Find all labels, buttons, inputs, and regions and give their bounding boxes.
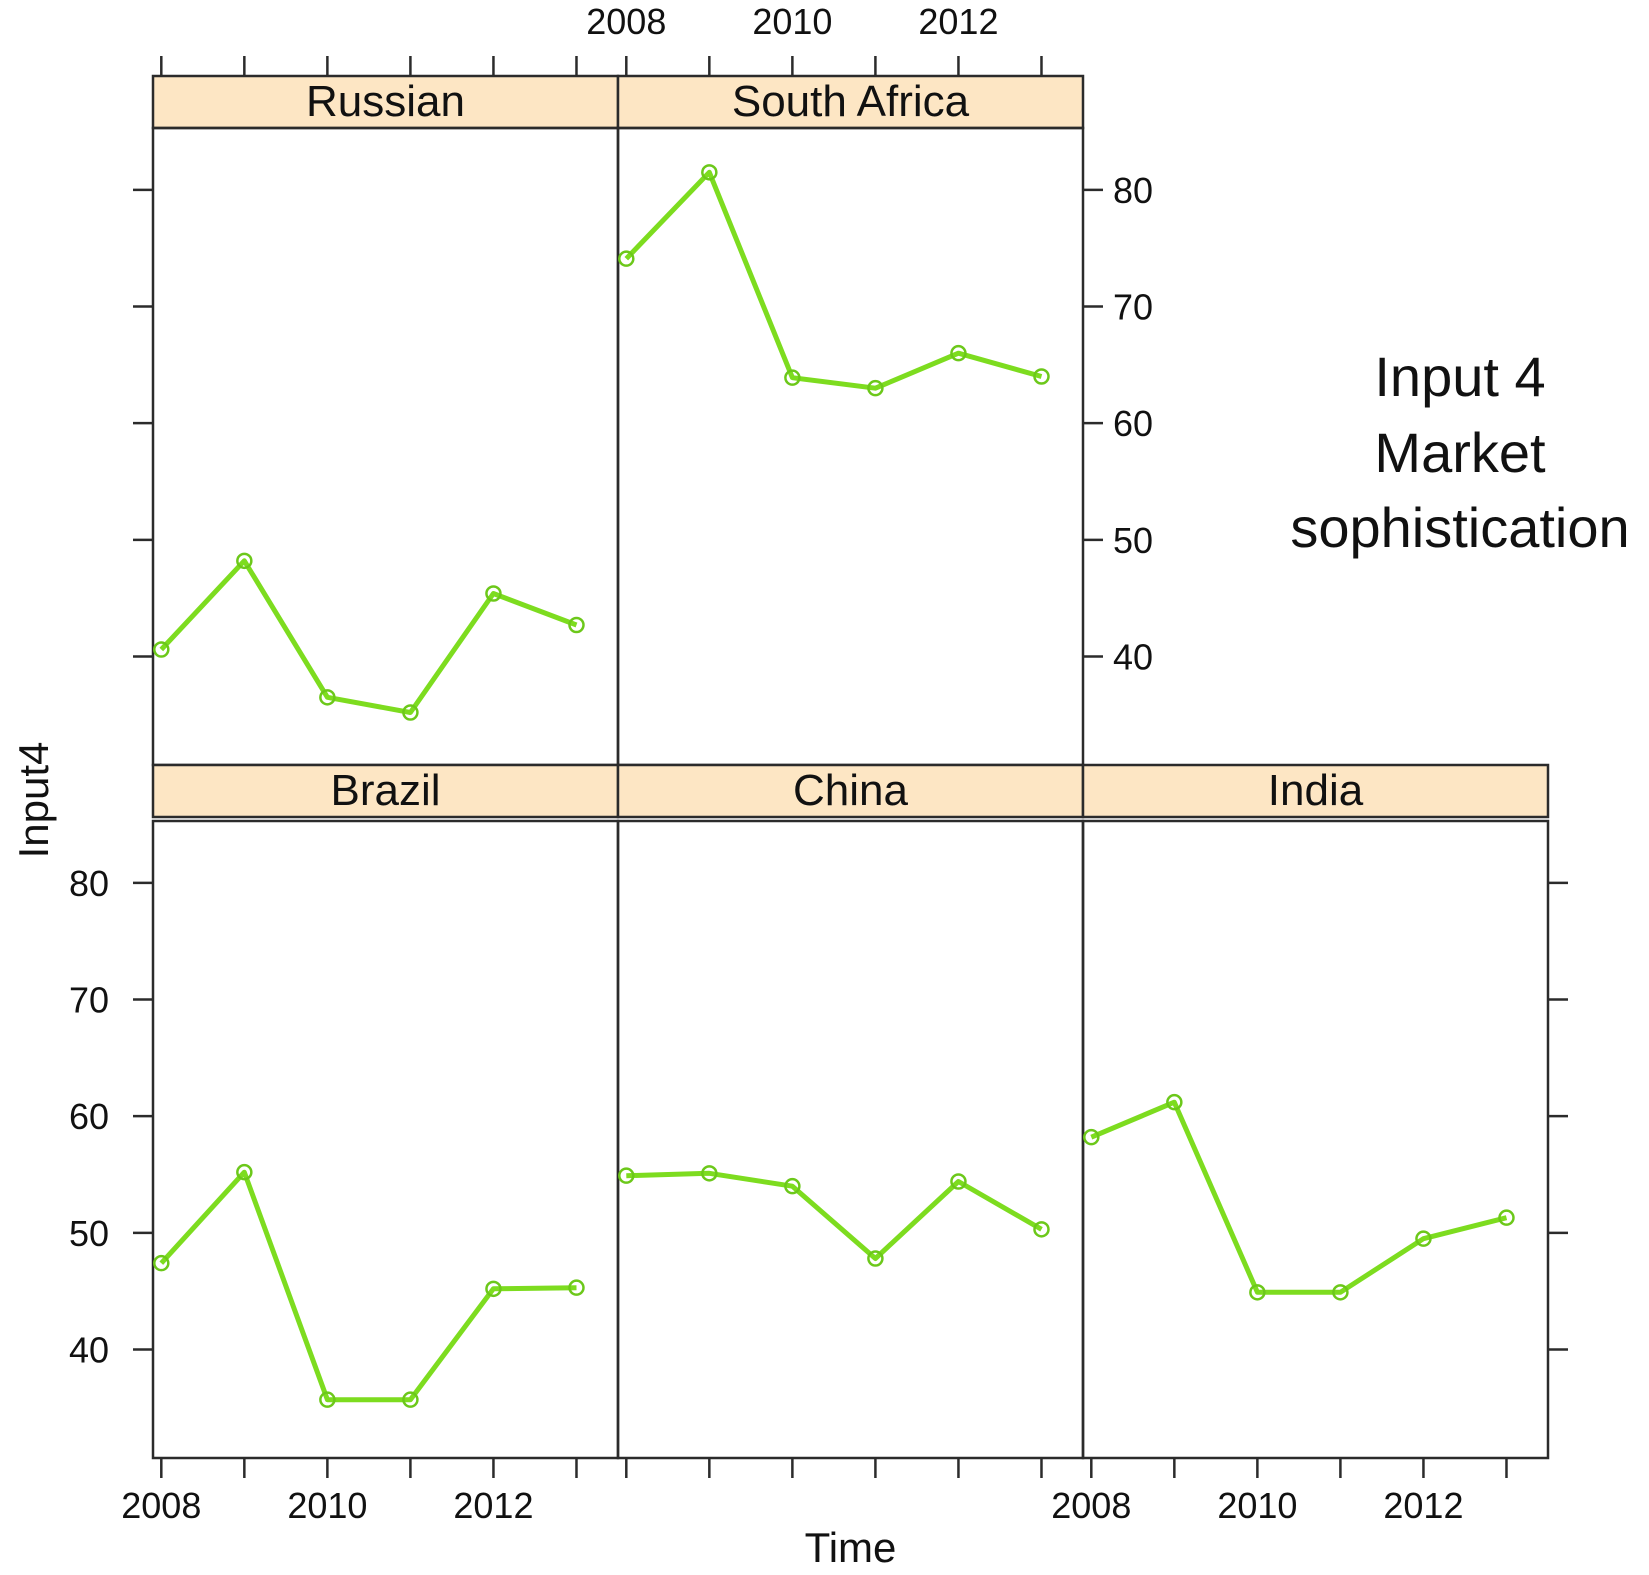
- y-tick-label-right: 40: [1113, 637, 1153, 678]
- panel-title-brazil: Brazil: [330, 766, 440, 815]
- y-tick-label-right: 70: [1113, 287, 1153, 328]
- data-point-brazil-2010: [319, 1391, 336, 1408]
- x-tick-label-top: 2012: [918, 1, 998, 42]
- data-point-india-2009: [1166, 1093, 1183, 1111]
- data-point-russian-2009: [236, 552, 253, 570]
- y-tick-label-right: 80: [1113, 170, 1153, 211]
- data-point-russian-2012: [485, 585, 502, 602]
- x-tick-label: 2008: [121, 1485, 201, 1526]
- series-line-south-africa: [624, 169, 1043, 391]
- y-tick-label: 70: [69, 980, 109, 1021]
- panel-frame-india: [1081, 819, 1550, 1460]
- data-point-russian-2010: [319, 689, 336, 706]
- y-axis-title: Input4: [10, 742, 57, 859]
- data-point-india-2013: [1498, 1209, 1515, 1226]
- x-tick-label-top: 2010: [752, 1, 832, 42]
- panel-frame-china: [616, 819, 1085, 1460]
- data-point-china-2008: [618, 1167, 635, 1184]
- y-tick-label: 80: [69, 863, 109, 904]
- series-line-china: [626, 1170, 1043, 1261]
- x-tick-label: 2010: [287, 1485, 367, 1526]
- annotation-line-1: Input 4: [1374, 345, 1545, 408]
- y-tick-label: 60: [69, 1096, 109, 1137]
- annotation-line-2: Market: [1374, 421, 1546, 484]
- data-point-brazil-2011: [402, 1391, 419, 1408]
- x-tick-label: 2010: [1217, 1485, 1297, 1526]
- panel-title-russian: Russian: [306, 77, 465, 126]
- strip-russian: [151, 74, 620, 130]
- data-point-south-africa-2013: [1033, 368, 1050, 385]
- y-tick-label: 50: [69, 1213, 109, 1254]
- data-point-south-africa-2012: [950, 344, 967, 362]
- data-point-india-2012: [1415, 1230, 1432, 1247]
- panel-title-china: China: [793, 766, 908, 815]
- strip-china: [616, 763, 1085, 819]
- data-point-china-2009: [701, 1165, 718, 1182]
- x-tick-label-top: 2008: [586, 1, 666, 42]
- panel-frame-russian: [151, 126, 620, 767]
- series-line-brazil: [159, 1169, 577, 1403]
- y-tick-label-right: 50: [1113, 520, 1153, 561]
- panel-frame-south-africa: [616, 126, 1085, 767]
- data-point-india-2011: [1332, 1284, 1349, 1301]
- data-point-china-2012: [950, 1173, 967, 1190]
- strip-india: [1081, 763, 1550, 819]
- data-point-south-africa-2008: [618, 250, 635, 267]
- data-point-india-2008: [1083, 1128, 1100, 1146]
- x-tick-label: 2008: [1051, 1485, 1131, 1526]
- annotation-line-3: sophistication: [1290, 496, 1629, 559]
- data-point-south-africa-2009: [701, 164, 718, 181]
- series-line-india: [1090, 1099, 1508, 1295]
- data-point-russian-2011: [402, 704, 419, 721]
- x-tick-label: 2012: [1383, 1485, 1463, 1526]
- data-point-china-2013: [1033, 1221, 1050, 1238]
- strip-brazil: [151, 763, 620, 819]
- data-point-brazil-2012: [485, 1280, 502, 1298]
- data-point-brazil-2008: [153, 1254, 170, 1272]
- x-tick-label: 2012: [453, 1485, 533, 1526]
- y-tick-label: 40: [69, 1330, 109, 1371]
- data-point-india-2010: [1249, 1284, 1266, 1301]
- y-tick-label-right: 60: [1113, 403, 1153, 444]
- data-point-russian-2013: [568, 616, 585, 634]
- data-point-south-africa-2011: [867, 379, 884, 397]
- series-line-russian: [159, 558, 578, 715]
- data-point-china-2011: [867, 1250, 884, 1267]
- data-point-south-africa-2010: [784, 369, 801, 386]
- panel-title-india: India: [1268, 766, 1364, 815]
- data-point-brazil-2009: [236, 1163, 253, 1181]
- data-point-russian-2008: [153, 641, 170, 658]
- data-point-brazil-2013: [568, 1279, 585, 1296]
- panel-title-south-africa: South Africa: [732, 77, 970, 126]
- panel-frame-brazil: [151, 819, 620, 1460]
- data-point-china-2010: [784, 1177, 801, 1195]
- x-axis-title: Time: [805, 1524, 897, 1571]
